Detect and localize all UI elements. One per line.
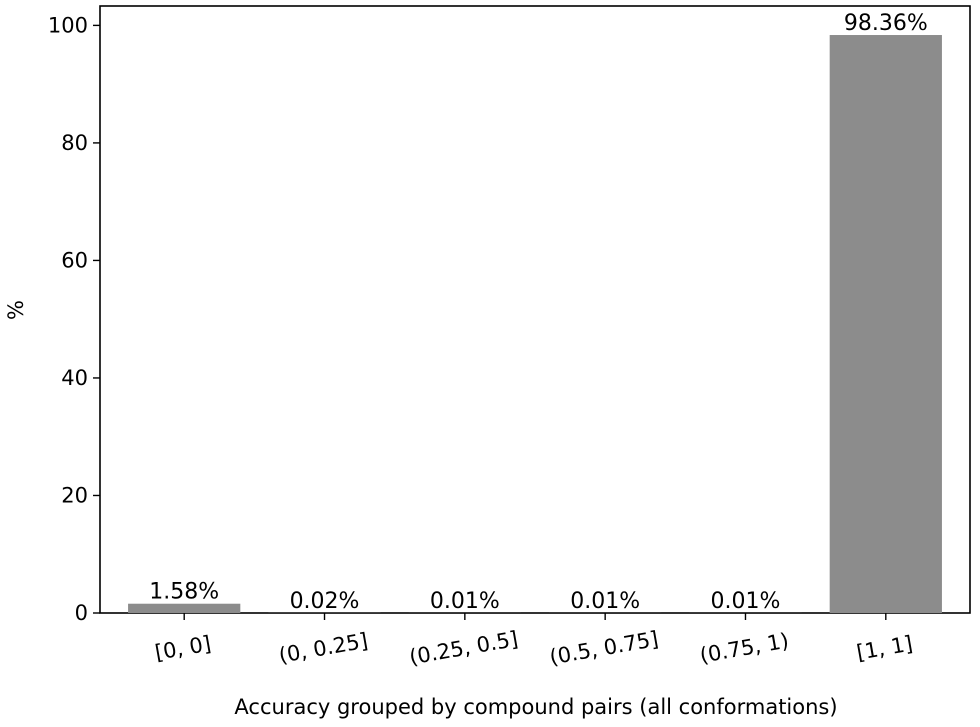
x-axis-label: Accuracy grouped by compound pairs (all … <box>234 695 837 719</box>
y-tick-label: 40 <box>61 366 88 390</box>
y-axis: 0 20 40 60 80 100 <box>48 13 100 625</box>
data-label: 1.58% <box>149 580 219 605</box>
data-labels: 1.58% 0.02% 0.01% 0.01% 0.01% 98.36% <box>149 11 928 614</box>
data-label: 0.01% <box>430 589 500 614</box>
x-axis: [0, 0] (0, 0.25] (0.25, 0.5] (0.5, 0.75] (0.… <box>153 613 914 669</box>
data-label: 0.01% <box>711 589 781 614</box>
y-tick-label: 100 <box>48 13 88 37</box>
plot-area <box>99 5 971 614</box>
bar <box>829 35 942 613</box>
y-tick-label: 60 <box>61 248 88 272</box>
data-label: 98.36% <box>844 11 928 36</box>
x-tick-label: [0, 0] <box>153 631 213 664</box>
plot-frame <box>99 5 971 614</box>
y-axis-label: % <box>4 300 28 320</box>
data-label: 0.01% <box>570 589 640 614</box>
bars <box>128 35 942 613</box>
x-tick-label: (0.5, 0.75] <box>548 627 660 670</box>
data-label: 0.02% <box>290 589 360 614</box>
x-tick-label: (0.25, 0.5] <box>407 627 519 670</box>
x-tick-label: [1, 1] <box>855 631 915 664</box>
x-tick-label: (0, 0.25] <box>277 628 370 667</box>
bar <box>128 603 241 613</box>
y-tick-label: 20 <box>61 483 88 507</box>
y-tick-label: 0 <box>75 601 88 625</box>
x-tick-label: (0.75, 1) <box>698 628 791 667</box>
y-tick-label: 80 <box>61 131 88 155</box>
